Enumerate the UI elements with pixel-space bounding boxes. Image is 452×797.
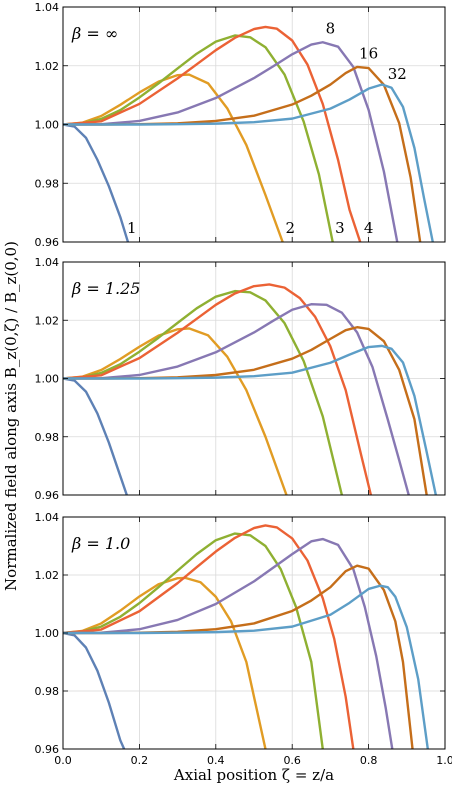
y-tick-label: 1.02 [35,569,60,582]
series-line-n32 [63,85,433,242]
series-line-n16 [63,67,420,242]
curve-label-1: 1 [127,219,137,237]
y-tick-label: 0.96 [35,236,60,249]
series-line-n4 [63,284,371,495]
curve-label-2: 2 [286,219,296,237]
x-tick-label: 0.2 [131,754,149,767]
panel-1: 0.96 0.98 1.00 1.02 1.04 β = ∞ 1 2 3 4 8 16 32 [35,1,446,249]
curve-label-32: 32 [388,65,407,83]
y-axis-label: Normalized field along axis B_z(0,ζ) / B… [2,241,20,591]
panel-annotation: β = ∞ [71,24,118,43]
y-tick-label: 1.00 [35,627,60,640]
series-line-n4 [63,525,353,749]
series-line-n32 [63,586,428,749]
series-line-n4 [63,27,360,242]
y-tick-label: 0.98 [35,431,60,444]
y-tick-label: 1.00 [35,119,60,132]
y-tick-label: 1.02 [35,60,60,73]
y-tick-label: 0.98 [35,177,60,190]
series-line-n3 [63,291,342,495]
x-tick-label: 0.0 [54,754,72,767]
series-line-n3 [63,534,323,749]
series-group [63,284,436,495]
curve-label-4: 4 [364,219,374,237]
x-tick-label: 0.8 [360,754,378,767]
y-tick-label: 0.98 [35,685,60,698]
panel-annotation: β = 1.0 [71,534,130,553]
x-axis-label: Axial position ζ = z/a [173,766,334,784]
y-tick-label: 1.04 [35,511,60,524]
y-tick-label: 1.04 [35,256,60,269]
curve-label-8: 8 [326,19,336,37]
curve-label-3: 3 [335,219,345,237]
curve-label-16: 16 [359,44,378,62]
x-tick-label: 1.0 [436,754,452,767]
y-tick-label: 1.02 [35,314,60,327]
series-group [63,525,428,749]
series-line-n8 [63,304,409,495]
y-tick-label: 1.04 [35,1,60,14]
y-tick-label: 1.00 [35,373,60,386]
panel-2: 0.96 0.98 1.00 1.02 1.04 β = 1.25 [35,256,446,502]
panel-annotation: β = 1.25 [71,279,140,298]
y-tick-label: 0.96 [35,489,60,502]
